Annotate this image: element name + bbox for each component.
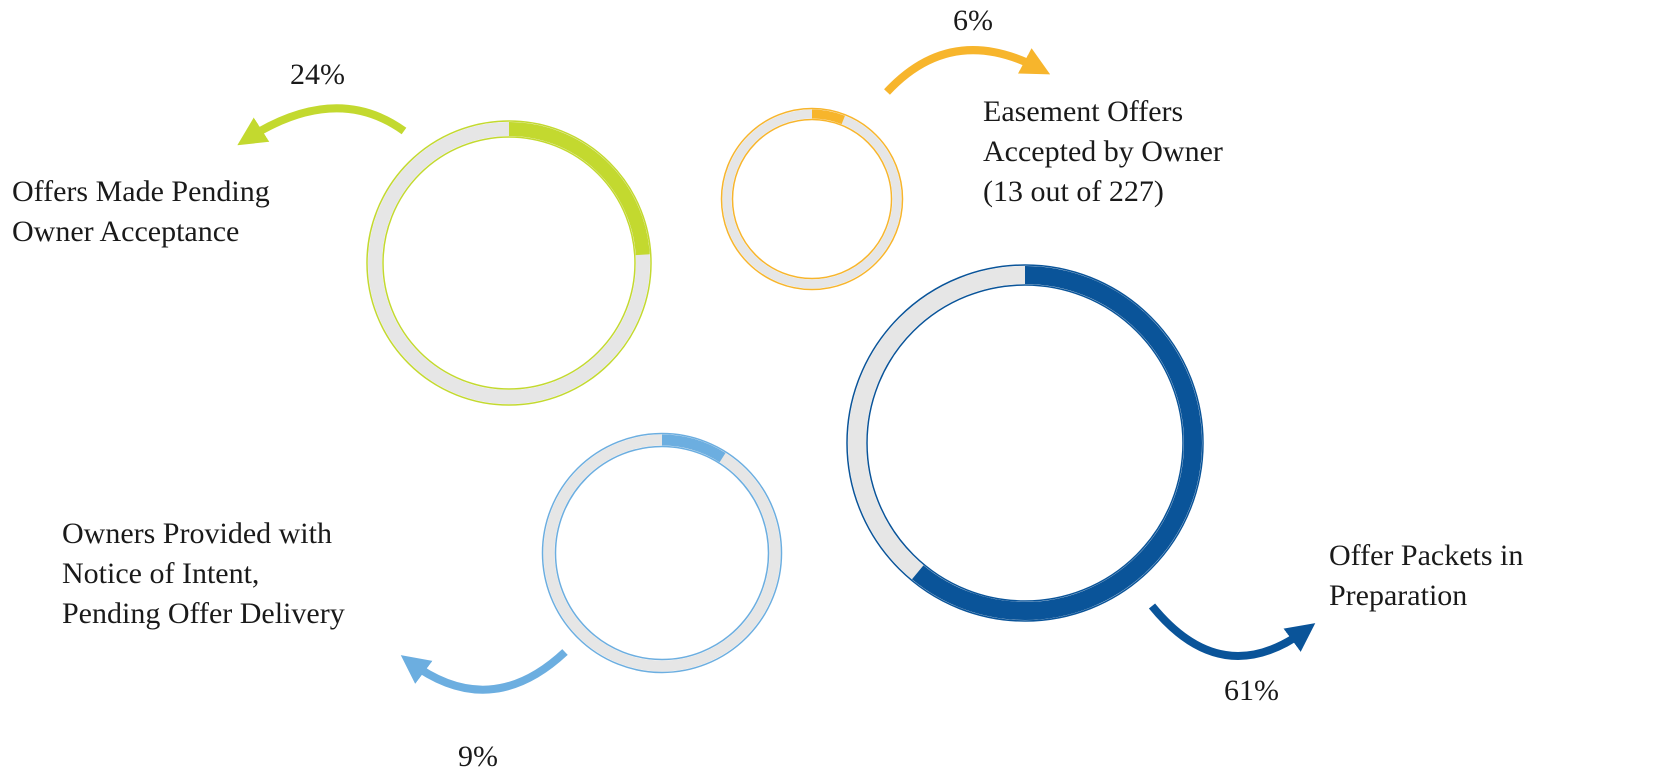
ring-value-arc: [848, 266, 1202, 620]
label-offer-packets: Offer Packets in Preparation: [1329, 536, 1523, 616]
label-notice-of-intent: Owners Provided with Notice of Intent, P…: [62, 514, 345, 634]
rings-layer: [366, 107, 1204, 674]
ring-offer-packets: [846, 264, 1204, 622]
ring-outer-outline: [846, 264, 1204, 622]
arrow-notice-of-intent: [400, 649, 568, 694]
label-line: Owner Acceptance: [12, 215, 240, 248]
percent-offers-pending: 24%: [290, 58, 345, 91]
label-line: Accepted by Owner: [983, 135, 1223, 168]
percent-easement-accepted: 6%: [953, 4, 993, 37]
label-line: Offers Made Pending: [12, 175, 270, 208]
ring-easement-accepted: [720, 107, 904, 291]
label-line: Easement Offers: [983, 95, 1184, 128]
ring-offers-pending: [366, 120, 652, 406]
ring-track: [722, 109, 902, 289]
percent-offer-packets: 61%: [1224, 674, 1279, 707]
ring-outer-outline: [541, 432, 783, 674]
arrow-offers-pending: [237, 104, 407, 146]
label-easement-accepted: Easement Offers Accepted by Owner (13 ou…: [983, 92, 1223, 212]
ring-inner-outline: [382, 136, 636, 390]
ring-inner-outline: [866, 284, 1184, 602]
ring-value-arc: [543, 434, 781, 672]
arrow-offer-packets: [1148, 603, 1316, 660]
arrow-easement-accepted: [884, 46, 1051, 95]
percent-notice-of-intent: 9%: [458, 740, 498, 773]
ring-value-arc: [368, 122, 650, 404]
label-line: Owners Provided with: [62, 517, 332, 550]
ring-notice-of-intent: [541, 432, 783, 674]
label-line: Notice of Intent,: [62, 557, 260, 590]
label-line: (13 out of 227): [983, 175, 1164, 208]
label-line: Pending Offer Delivery: [62, 597, 345, 630]
arrows-layer: [237, 46, 1316, 694]
ring-outer-outline: [720, 107, 904, 291]
label-offers-pending: Offers Made Pending Owner Acceptance: [12, 172, 270, 252]
label-line: Offer Packets in: [1329, 539, 1524, 572]
ring-outer-outline: [366, 120, 652, 406]
ring-track: [543, 434, 781, 672]
ring-value-arc: [722, 109, 902, 289]
label-line: Preparation: [1329, 579, 1468, 612]
ring-inner-outline: [554, 445, 770, 661]
ring-inner-outline: [731, 118, 893, 280]
